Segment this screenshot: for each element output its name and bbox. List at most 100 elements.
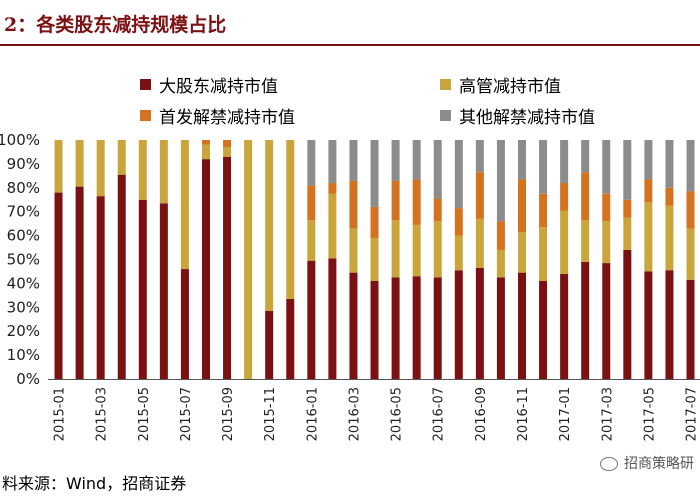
- bar-segment-2015-05-s0: [138, 199, 147, 379]
- bar-segment-2016-03-s1: [349, 228, 358, 273]
- bar-segment-2016-10-s2: [496, 221, 505, 250]
- bar-segment-2017-02-s0: [581, 261, 590, 379]
- bar-segment-2016-12-s2: [539, 193, 548, 228]
- bar-segment-2016-02-s2: [328, 183, 337, 194]
- bar-segment-2015-12-s0: [286, 298, 295, 379]
- x-tick-label: 2015-01: [53, 387, 68, 441]
- bar-segment-2017-05-s3: [644, 140, 653, 180]
- y-tick-label: 40%: [7, 274, 40, 292]
- bar-segment-2017-04-s3: [623, 140, 632, 200]
- bar-segment-2016-01-s0: [307, 260, 316, 379]
- bar-segment-2017-01-s1: [560, 210, 569, 274]
- bar-segment-2016-09-s1: [475, 218, 484, 268]
- x-tick-label: 2016-09: [474, 387, 489, 441]
- x-tick-label: 2015-03: [95, 387, 110, 441]
- legend-item-ipo-unlock: 首发解禁减持市值: [140, 103, 295, 128]
- bar-segment-2016-03-s0: [349, 272, 358, 379]
- x-tick-label: 2016-03: [347, 387, 362, 441]
- bar-segment-2016-06-s2: [412, 179, 421, 225]
- bar-segment-2016-01-s1: [307, 220, 316, 261]
- y-tick-label: 80%: [7, 179, 40, 197]
- stacked-bar-chart: 0% 10% 20% 30% 40% 50% 60% 70% 80% 90% 100% 2015-01…: [0, 131, 700, 441]
- bar-segment-2015-07-s1: [180, 140, 189, 270]
- bar-segment-2017-07-s0: [686, 279, 695, 379]
- bar-segment-2017-06-s1: [665, 205, 674, 271]
- bar-segment-2015-11-s0: [265, 310, 274, 379]
- bar-segment-2016-12-s3: [539, 140, 548, 194]
- bar-segment-2016-07-s1: [433, 221, 442, 278]
- legend-label: 大股东减持市值: [159, 77, 278, 97]
- x-tick-label: 2015-11: [263, 387, 278, 441]
- bar-segment-2015-06-s0: [159, 203, 168, 379]
- bar-segment-2016-04-s3: [370, 140, 379, 207]
- legend-item-executive: 高管减持市值: [440, 72, 561, 97]
- bar-segment-2017-06-s0: [665, 270, 674, 379]
- bar-segment-2017-05-s1: [644, 202, 653, 272]
- bar-segment-2016-09-s3: [475, 140, 484, 173]
- bar-segment-2015-01-s0: [54, 192, 63, 379]
- bar-segment-2017-05-s2: [644, 179, 653, 203]
- bar-segment-2015-09-s2: [223, 140, 232, 148]
- bar-segment-2015-11-s1: [265, 140, 274, 311]
- bar-segment-2016-04-s0: [370, 281, 379, 379]
- source-note: 料来源：Wind，招商证券: [2, 474, 187, 493]
- bar-segment-2017-01-s0: [560, 273, 569, 379]
- bar-segment-2017-02-s1: [581, 220, 590, 262]
- y-tick-label: 0%: [16, 370, 40, 388]
- legend-label: 高管减持市值: [459, 77, 561, 97]
- bar-segment-2015-09-s1: [223, 147, 232, 157]
- bar-segment-2016-06-s0: [412, 276, 421, 379]
- bar-segment-2016-03-s2: [349, 180, 358, 229]
- bar-segment-2016-09-s2: [475, 172, 484, 219]
- bar-segment-2017-07-s3: [686, 140, 695, 192]
- x-tick-label: 2017-03: [600, 387, 615, 441]
- y-tick-label: 10%: [7, 346, 40, 364]
- bar-segment-2015-08-s1: [201, 144, 210, 160]
- bar-segment-2016-08-s3: [454, 140, 463, 209]
- y-tick-label: 70%: [7, 203, 40, 221]
- wechat-icon: [600, 457, 618, 471]
- bar-segment-2015-06-s1: [159, 140, 168, 204]
- legend-swatch: [140, 79, 151, 90]
- bar-segment-2016-10-s1: [496, 249, 505, 278]
- x-tick-label: 2017-01: [558, 387, 573, 441]
- bar-segment-2016-10-s3: [496, 140, 505, 222]
- bar-segment-2015-08-s2: [201, 140, 210, 145]
- bar-segment-2016-07-s2: [433, 198, 442, 222]
- bar-segment-2016-04-s1: [370, 237, 379, 282]
- bar-segment-2017-02-s2: [581, 172, 590, 221]
- bar-segment-2017-01-s3: [560, 140, 569, 184]
- legend-label: 首发解禁减持市值: [159, 108, 295, 128]
- bar-segment-2017-03-s2: [602, 193, 611, 222]
- bar-segment-2017-06-s2: [665, 187, 674, 206]
- y-tick-label: 100%: [0, 131, 40, 149]
- y-tick-label: 50%: [7, 251, 40, 269]
- bar-segment-2016-03-s3: [349, 140, 358, 181]
- bar-segment-2016-09-s0: [475, 267, 484, 379]
- bar-segment-2016-02-s3: [328, 140, 337, 184]
- legend-label: 其他解禁减持市值: [459, 108, 595, 128]
- y-tick-label: 30%: [7, 298, 40, 316]
- bar-segment-2017-04-s2: [623, 199, 632, 218]
- legend-item-major-shareholder: 大股东减持市值: [140, 72, 278, 97]
- x-tick-label: 2015-05: [137, 387, 152, 441]
- x-tick-label: 2016-05: [390, 387, 405, 441]
- title-rule: [0, 44, 700, 46]
- bar-segment-2016-02-s0: [328, 258, 337, 379]
- bar-segment-2016-08-s1: [454, 235, 463, 271]
- bar-segment-2015-09-s0: [223, 156, 232, 379]
- bar-segment-2016-11-s0: [517, 272, 526, 379]
- bar-segment-2015-12-s1: [286, 140, 295, 299]
- bar-segment-2017-06-s3: [665, 140, 674, 188]
- bar-segment-2016-06-s1: [412, 224, 421, 277]
- bar-segment-2015-07-s0: [180, 269, 189, 379]
- bar-segment-2015-03-s0: [96, 196, 105, 379]
- legend-item-other-unlock: 其他解禁减持市值: [440, 103, 595, 128]
- bar-segment-2017-07-s1: [686, 228, 695, 280]
- bar-segment-2015-02-s0: [75, 186, 84, 379]
- legend-swatch: [440, 79, 451, 90]
- bar-segment-2016-01-s2: [307, 185, 316, 221]
- bar-segment-2016-01-s3: [307, 140, 316, 186]
- bar-segment-2016-05-s2: [391, 180, 400, 221]
- bar-segment-2017-07-s2: [686, 191, 695, 229]
